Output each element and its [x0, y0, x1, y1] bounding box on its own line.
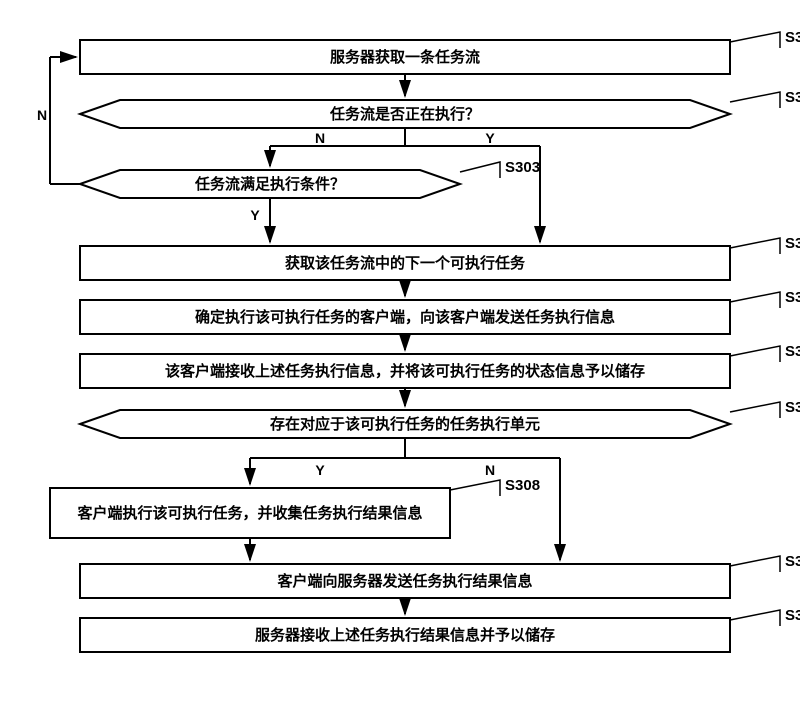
step-s308: 客户端执行该可执行任务，并收集任务执行结果信息 S308 — [50, 477, 540, 538]
s305-text: 确定执行该可执行任务的客户端，向该客户端发送任务执行信息 — [195, 308, 615, 326]
step-s310: 服务器接收上述任务执行结果信息并予以储存 S310 — [80, 607, 800, 652]
s304-label: S304 — [785, 235, 800, 252]
s307-label: S307 — [785, 399, 800, 416]
s303-yes-label: Y — [250, 207, 260, 223]
s302-yes-label: Y — [485, 130, 495, 146]
step-s301: 服务器获取一条任务流 S301 — [80, 29, 800, 74]
step-s306: 该客户端接收上述任务执行信息，并将该可执行任务的状态信息予以储存 S306 — [80, 343, 800, 388]
s303-label: S303 — [505, 159, 540, 176]
s310-text: 服务器接收上述任务执行结果信息并予以储存 — [255, 626, 555, 644]
s307-no-label: N — [485, 462, 495, 478]
s302-label: S302 — [785, 89, 800, 106]
s309-text: 客户端向服务器发送任务执行结果信息 — [276, 572, 532, 590]
s304-text: 获取该任务流中的下一个可执行任务 — [285, 254, 526, 272]
s306-text: 该客户端接收上述任务执行信息，并将该可执行任务的状态信息予以储存 — [165, 362, 645, 380]
s301-label: S301 — [785, 29, 800, 46]
s309-label: S309 — [785, 553, 800, 570]
s302-text: 任务流是否正在执行？ — [329, 105, 480, 123]
step-s303: 任务流满足执行条件？ S303 — [80, 159, 540, 198]
s310-label: S310 — [785, 607, 800, 624]
s305-label: S305 — [785, 289, 800, 306]
s303-text: 任务流满足执行条件？ — [194, 175, 345, 193]
step-s305: 确定执行该可执行任务的客户端，向该客户端发送任务执行信息 S305 — [80, 289, 800, 334]
s301-text: 服务器获取一条任务流 — [330, 48, 480, 66]
s307-yes-label: Y — [315, 462, 325, 478]
step-s309: 客户端向服务器发送任务执行结果信息 S309 — [80, 553, 800, 598]
step-s307: 存在对应于该可执行任务的任务执行单元 S307 — [80, 399, 800, 438]
s307-text: 存在对应于该可执行任务的任务执行单元 — [270, 415, 540, 433]
s308-text: 客户端执行该可执行任务，并收集任务执行结果信息 — [76, 504, 422, 522]
s308-label: S308 — [505, 477, 540, 494]
step-s302: 任务流是否正在执行？ S302 — [80, 89, 800, 128]
s302-no-label: N — [315, 130, 325, 146]
step-s304: 获取该任务流中的下一个可执行任务 S304 — [80, 235, 800, 280]
s306-label: S306 — [785, 343, 800, 360]
s303-no-label: N — [37, 107, 47, 123]
